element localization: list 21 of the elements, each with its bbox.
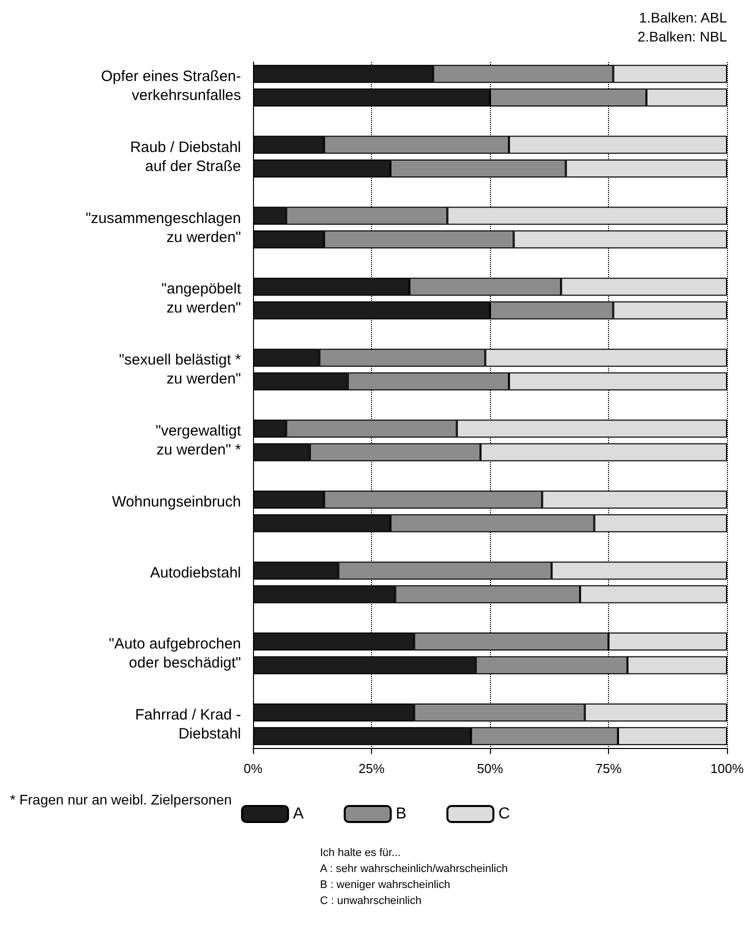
x-tick-label: 25% <box>358 761 385 776</box>
y-tick-label: "sexuell belästigt * zu werden" <box>118 352 242 388</box>
y-tick-label: Autodiebstahl <box>150 564 241 582</box>
x-tick-label: 75% <box>595 761 622 776</box>
x-tick-label: 50% <box>476 761 504 776</box>
y-tick-label: Opfer eines Straßen- verkehrsunfalles <box>100 68 242 104</box>
text: * Fragen nur an weibl. Zielpersonen <box>10 792 232 808</box>
y-tick-label: "angepöbelt zu werden" <box>161 280 242 317</box>
y-tick-label: "zusammengeschlagen zu werden" <box>86 210 241 246</box>
y-tick-label: Wohnungseinbruch <box>112 494 241 511</box>
x-tick-label: 100% <box>710 761 744 776</box>
text: Ich halte es für... A : sehr wahrscheinlich/wahrscheinlich B : weniger wahrscheinlich C : unwahrscheinlich <box>320 847 508 907</box>
legend-label: A <box>293 806 304 822</box>
x-tick-label: 0% <box>244 761 263 776</box>
y-tick-label: Raub / Diebstahl auf der Straße <box>130 138 241 175</box>
y-tick-label: "Auto aufgebrochen oder beschädigt" <box>108 636 241 672</box>
legend-label: B <box>396 806 406 822</box>
y-tick-label: "vergewaltigt zu werden" * <box>156 422 242 459</box>
y-tick-label: Fahrrad / Krad - Diebstahl <box>135 706 241 743</box>
legend-label: C <box>498 806 510 822</box>
text: 1.Balken: ABL 2.Balken: NBL <box>638 10 728 44</box>
